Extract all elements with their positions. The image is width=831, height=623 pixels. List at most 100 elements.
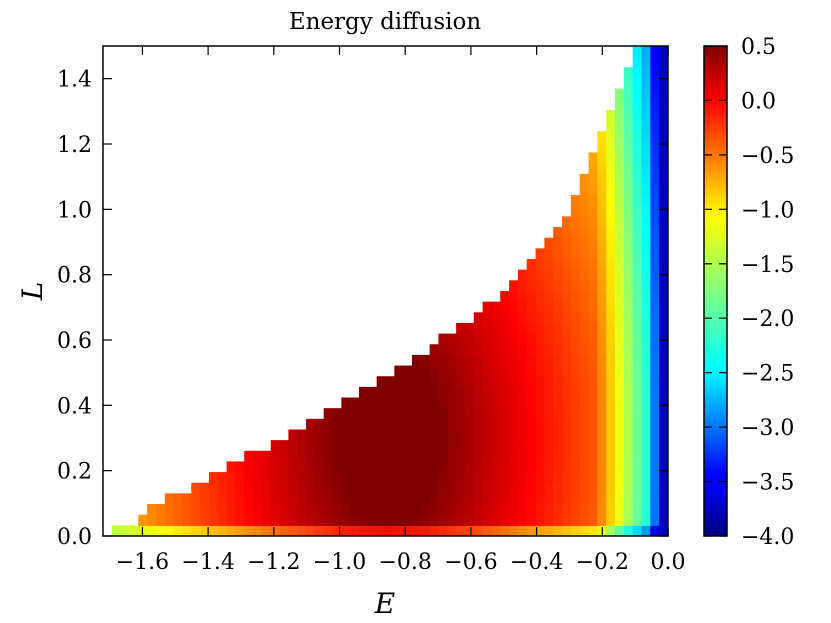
heatmap-cell: [632, 280, 643, 292]
heatmap-cell: [208, 504, 219, 516]
heatmap-cell: [491, 301, 501, 313]
heatmap-cell: [562, 440, 572, 452]
heatmap-cell: [632, 173, 643, 186]
heatmap-cell: [456, 493, 466, 505]
heatmap-cell: [606, 440, 616, 452]
heatmap-cell: [447, 365, 457, 377]
heatmap-cell: [473, 472, 484, 484]
heatmap-cell: [615, 109, 625, 122]
heatmap-cell: [632, 504, 643, 516]
heatmap-cell: [438, 450, 448, 463]
heatmap-cell: [641, 365, 651, 377]
heatmap-cell: [456, 408, 466, 420]
heatmap-cell: [500, 429, 510, 441]
heatmap-cell: [623, 386, 634, 399]
heatmap-cell: [632, 184, 643, 196]
heatmap-cell: [553, 429, 563, 441]
heatmap-cell: [359, 440, 369, 452]
heatmap-cell: [650, 418, 660, 431]
heatmap-cell: [659, 88, 668, 100]
heatmap-cell: [553, 365, 563, 377]
heatmap-cell: [570, 248, 581, 260]
heatmap-cell: [623, 322, 634, 335]
heatmap-cell: [570, 205, 581, 218]
heatmap-cell: [456, 418, 466, 431]
heatmap-cell: [517, 472, 528, 484]
heatmap-cell: [411, 472, 422, 484]
heatmap-cell: [562, 472, 572, 484]
heatmap-cell: [570, 418, 581, 431]
heatmap-cell: [623, 152, 634, 164]
heatmap-cell: [615, 237, 625, 249]
heatmap-cell: [535, 248, 546, 260]
heatmap-cell: [491, 354, 501, 367]
heatmap-cell: [579, 525, 590, 536]
heatmap-cell: [500, 365, 510, 377]
heatmap-cell: [394, 450, 404, 463]
heatmap-cell: [641, 77, 651, 90]
heatmap-cell: [641, 461, 651, 473]
heatmap-cell: [579, 440, 590, 452]
heatmap-cell: [482, 504, 493, 516]
heatmap-cell: [632, 152, 643, 164]
heatmap-cell: [429, 365, 440, 377]
heatmap-cell: [588, 482, 598, 494]
heatmap-cell: [350, 525, 360, 536]
heatmap-cell: [394, 386, 404, 399]
heatmap-cell: [482, 525, 493, 536]
x-axis-ticks: −1.6 −1.4 −1.2 −1.0 −0.8 −0.6 −0.4 −0.2 0.0: [116, 46, 686, 575]
heatmap-cell: [623, 397, 634, 409]
heatmap-cell: [350, 418, 360, 431]
heatmap-cell: [261, 450, 272, 463]
heatmap-cell: [615, 376, 625, 388]
heatmap-cell: [173, 493, 184, 505]
heatmap-cell: [597, 131, 607, 143]
heatmap-cell: [341, 461, 351, 473]
heatmap-cell: [253, 461, 263, 473]
heatmap-cell: [641, 291, 651, 303]
heatmap-cell: [606, 280, 616, 292]
heatmap-cell: [323, 493, 334, 505]
heatmap-cell: [288, 472, 298, 484]
x-tick-label: −1.0: [313, 550, 366, 575]
heatmap-cell: [385, 525, 395, 536]
heatmap-cell: [650, 472, 660, 484]
heatmap-cell: [420, 429, 431, 441]
heatmap-cell: [641, 248, 651, 260]
heatmap-cell: [623, 504, 634, 516]
heatmap-cell: [544, 397, 554, 409]
heatmap-cell: [217, 514, 228, 526]
heatmap-cell: [314, 461, 325, 473]
heatmap-cell: [588, 514, 598, 526]
heatmap-cell: [191, 514, 201, 526]
heatmap-cell: [314, 493, 325, 505]
heatmap-cell: [597, 418, 607, 431]
heatmap-cell: [641, 312, 651, 324]
heatmap-cell: [403, 408, 413, 420]
heatmap-cell: [306, 493, 316, 505]
heatmap-cell: [623, 67, 634, 79]
heatmap-cell: [482, 397, 493, 409]
heatmap-cell: [297, 504, 307, 516]
heatmap-cell: [200, 514, 210, 526]
heatmap-cell: [359, 408, 369, 420]
heatmap-cell: [553, 493, 563, 505]
heatmap-cell: [429, 429, 440, 441]
heatmap-cell: [526, 301, 537, 313]
colorbar: [704, 46, 727, 536]
heatmap-cell: [359, 418, 369, 431]
heatmap-cell: [650, 440, 660, 452]
heatmap-cell: [588, 269, 598, 281]
heatmap-cell: [632, 322, 643, 335]
heatmap-cell: [588, 344, 598, 356]
heatmap-cell: [553, 344, 563, 356]
heatmap-cell: [615, 493, 625, 505]
heatmap-cell: [464, 450, 475, 463]
heatmap-cell: [279, 461, 289, 473]
heatmap-cell: [314, 418, 325, 431]
y-tick-label: 0.4: [57, 394, 92, 419]
heatmap-cell: [659, 482, 668, 494]
heatmap-cell: [394, 429, 404, 441]
heatmap-cell: [597, 259, 607, 271]
heatmap-cell: [535, 376, 546, 388]
